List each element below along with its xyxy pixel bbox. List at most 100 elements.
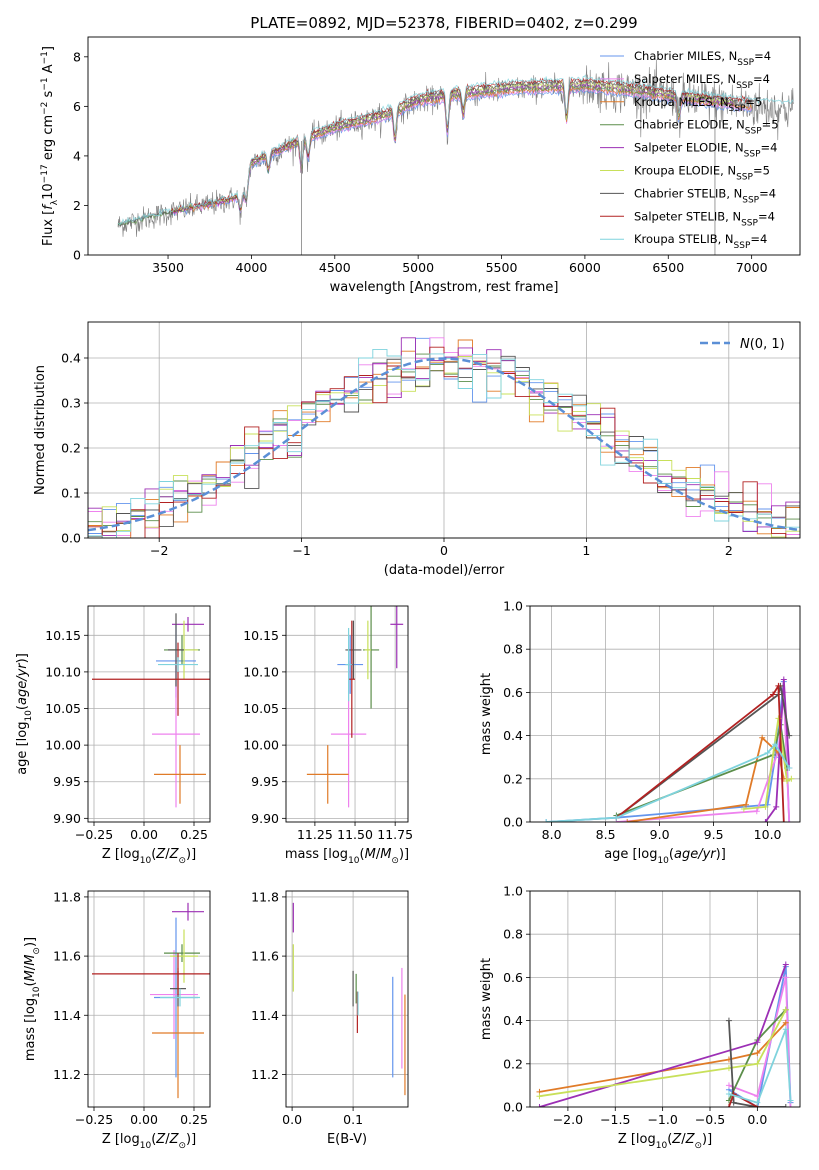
histogram-legend: N(0, 1) [700,337,785,352]
x-tick-label: 7000 [736,260,768,275]
label-part: Chabrier ELODIE, N [634,118,745,132]
errorbar-point [364,620,372,680]
label-part: 10 [140,1141,152,1151]
label-part: / [681,1132,686,1147]
legend-entry: Kroupa ELODIE, NSSP=5 [634,164,770,183]
x-tick-label: 3500 [152,260,184,275]
age-vs-mass-frame [285,605,409,823]
x-tick-label: −1.0 [647,1112,677,1127]
y-tick-label: 0.2 [503,1056,523,1071]
mass-weight-marker [754,1039,761,1046]
x-tick-label: 0.0 [282,1112,302,1127]
mass-weight-marker [754,1050,761,1056]
mass-weight-marker [782,1104,789,1107]
mass-weight-marker [754,1099,761,1106]
label-part: mass [log [285,847,348,862]
mass-weight-series [728,1028,792,1104]
figure-title: PLATE=0892, MJD=52378, FIBERID=0402, z=0… [250,14,637,32]
label-part: 10 [32,986,42,998]
y-tick-label: 6 [73,99,81,114]
label-part: Z [169,1132,180,1147]
x-tick-label: 11.75 [377,827,413,842]
y-tick-label: 1.0 [503,599,523,614]
label-part: Z [671,1132,682,1147]
y-tick-label: 0 [73,248,81,263]
label-part: =5 [745,95,762,109]
label-part: ( [669,847,674,862]
y-tick-label: 0.1 [61,486,81,501]
label-part: ( [23,981,38,986]
gaussian-curve [88,357,800,532]
mass-vs-EBV-plot-area [292,902,406,1096]
label-part: s [41,90,56,101]
mass-vs-EBV-frame [285,890,409,1108]
label-part: Z [155,847,166,862]
mass-weight-series [539,1009,787,1098]
mass-weight-marker [786,732,793,739]
mass-weight-marker [772,741,779,748]
mass-weight-marker [730,1099,737,1106]
label-part: Z [log [102,1132,140,1147]
x-tick-label: 5000 [402,260,434,275]
label-part: SSP [745,127,762,137]
x-tick-label: 0.25 [180,1112,208,1127]
spectrum-axes: 3500 4000 4500 5000 5500 6000 6500 7000 0 2 4 6 8 wav… [40,36,801,295]
mass-weight-marker [743,801,749,808]
mass-weight-vs-Z-plot-area [536,961,794,1107]
mass-weight-marker [782,1019,789,1026]
legend-entry: Kroupa MILES, NSSP=5 [634,95,762,114]
label-part: M [23,955,38,966]
mass-weight-marker [543,819,550,822]
errorbar-point [92,953,210,995]
label-part: Chabrier STELIB, N [634,186,742,200]
y-tick-label: 0.0 [503,1100,523,1115]
y-tick-label: 11.6 [251,949,279,964]
mass-weight-marker [762,819,769,822]
label-part: Salpeter MILES, N [634,72,736,86]
mass-weight-marker [770,691,776,698]
x-tick-label: 0.00 [130,1112,158,1127]
mass-weight-marker [782,1006,789,1013]
mass-weight-marker [764,749,771,756]
label-part: age/yr [15,662,30,705]
y-tick-label: 11.8 [53,889,81,904]
model-spectrum-line [117,74,794,226]
histogram-y-axis-label: Normed distribution [33,365,48,495]
residual-histogram-plot-area [88,337,800,538]
label-part: Salpeter STELIB, N [634,209,741,223]
spectrum-frame [87,36,801,256]
y-tick-label: 0.0 [61,531,81,546]
label-part: )] [186,1132,196,1147]
age-vs-mass-x-axis-label: mass [log10(M/M⊙)] [285,847,409,866]
label-part: mass weight [479,958,494,1040]
label-part: ⊙ [32,947,42,955]
label-part: Z [155,1132,166,1147]
errorbar-point [164,944,200,963]
residual-histogram-axes: −2 −1 0 1 2 0.0 0.1 0.2 0.3 0.4 (data-model)/error… [33,321,801,578]
mass-weight-vs-age-frame [529,605,801,823]
legend-entry: Chabrier STELIB, NSSP=4 [634,186,776,205]
x-tick-label: 11.25 [297,827,333,842]
legend-entry: Chabrier MILES, NSSP=4 [634,49,771,68]
y-tick-label: 0.0 [503,815,523,830]
label-part: Kroupa MILES, N [634,95,729,109]
x-tick-label: 9.0 [650,827,670,842]
label-part: ⊙ [694,1141,702,1151]
label-part: age [log [604,847,657,862]
y-tick-label: 2 [73,198,81,213]
spectrum-x-axis-label: wavelength [Angstrom, rest frame] [330,280,559,295]
label-part: SSP [737,58,754,68]
legend-entry: N(0, 1) [740,337,785,352]
errorbar-point [345,627,352,702]
y-tick-label: 4 [73,148,81,163]
mass-vs-Z-x-axis-label: Z [log10(Z/Z⊙)] [102,1132,196,1151]
errorbar-point [306,745,349,804]
mass-vs-EBV-axes: 0.0 0.1 11.2 11.4 11.6 11.8 E(B-V) [251,889,409,1147]
y-tick-label: 0.6 [503,685,523,700]
errorbar-point [158,657,198,672]
y-tick-label: 0.4 [503,1013,523,1028]
y-tick-label: 11.4 [53,1008,81,1023]
label-part: 10 [657,856,669,866]
label-part: )] [15,653,30,663]
errorbar-point [390,606,404,669]
